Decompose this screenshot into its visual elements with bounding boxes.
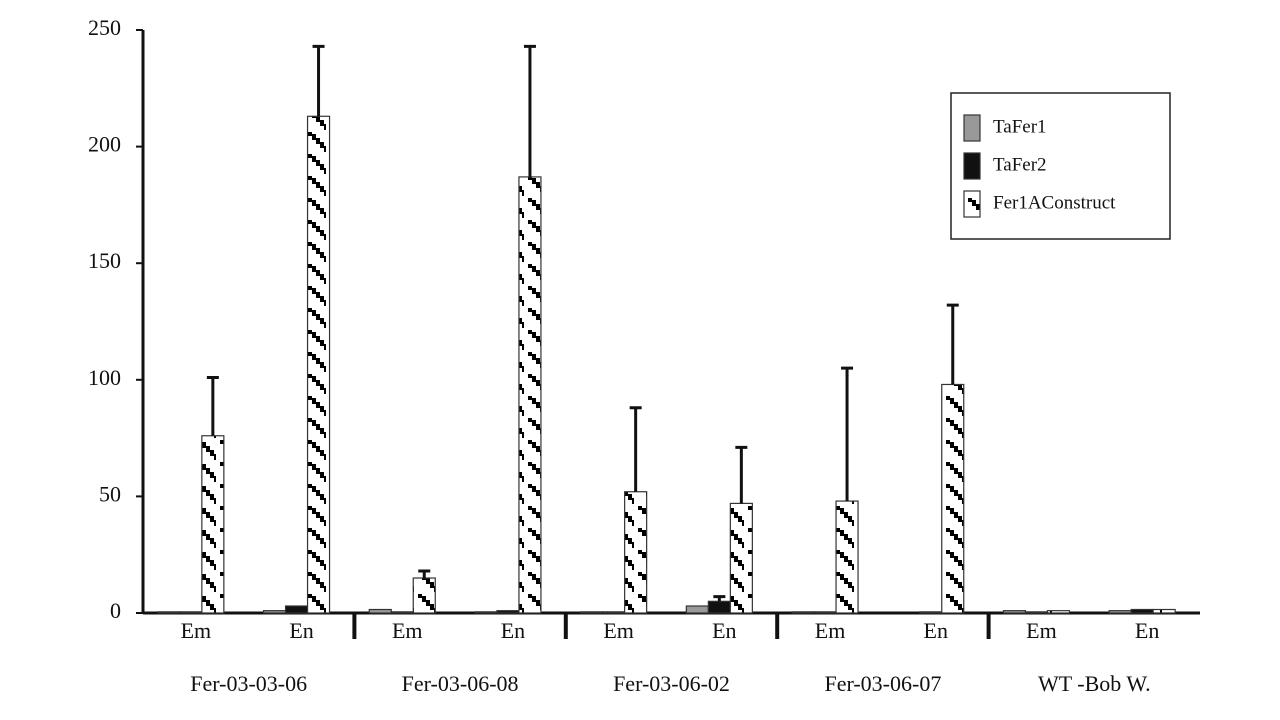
bar xyxy=(580,611,604,614)
y-tick-label: 150 xyxy=(88,248,121,273)
error-bar xyxy=(841,366,854,502)
bar xyxy=(1152,608,1176,614)
error-bar xyxy=(735,445,748,504)
group-label: Fer-03-06-07 xyxy=(824,671,941,696)
error-bar xyxy=(418,569,431,579)
legend-swatch xyxy=(963,114,981,142)
x-tick-label: En xyxy=(289,618,313,643)
y-tick-label: 0 xyxy=(110,598,121,623)
bar xyxy=(685,605,709,614)
bar xyxy=(1002,610,1027,614)
bar xyxy=(157,611,181,614)
x-tick-label: Em xyxy=(392,618,423,643)
bar xyxy=(1024,611,1049,614)
error-bar xyxy=(312,44,325,117)
bar xyxy=(835,500,859,614)
y-tick-label: 50 xyxy=(99,481,121,506)
x-tick-label: Em xyxy=(815,618,846,643)
bar xyxy=(707,600,731,614)
bar xyxy=(1046,610,1071,614)
bar xyxy=(729,502,753,614)
y-tick-label: 200 xyxy=(88,132,121,157)
legend-swatch xyxy=(963,190,981,218)
bar xyxy=(624,491,648,614)
error-bar xyxy=(206,375,219,436)
legend-label: TaFer1 xyxy=(993,116,1047,137)
y-tick-label: 100 xyxy=(88,365,121,390)
legend-swatch xyxy=(963,152,981,180)
bar xyxy=(496,610,520,614)
bar xyxy=(262,610,287,614)
x-tick-label: Em xyxy=(603,618,634,643)
legend-label: TaFer2 xyxy=(993,154,1047,175)
bar xyxy=(390,611,414,614)
bar xyxy=(201,435,225,614)
legend-box xyxy=(950,92,1171,240)
bar xyxy=(791,611,815,614)
bar xyxy=(179,611,203,614)
bar xyxy=(1130,608,1154,614)
bar xyxy=(602,611,626,614)
error-bar xyxy=(523,44,536,177)
y-tick-label: 250 xyxy=(88,15,121,40)
x-tick-label: En xyxy=(712,618,736,643)
x-tick-label: En xyxy=(1135,618,1159,643)
legend-label: Fer1AConstruct xyxy=(993,192,1116,213)
group-label: WT -Bob W. xyxy=(1038,671,1151,696)
group-label: Fer-03-03-06 xyxy=(190,671,307,696)
group-label: Fer-03-06-02 xyxy=(613,671,730,696)
x-tick-label: En xyxy=(501,618,525,643)
x-tick-label: Em xyxy=(181,618,212,643)
bar xyxy=(919,611,943,614)
legend: TaFer1 TaFer2 Fer1AConstruct xyxy=(950,92,1171,240)
error-bar xyxy=(629,406,642,492)
bar xyxy=(941,383,965,614)
bar xyxy=(518,176,542,614)
group-label: Fer-03-06-08 xyxy=(402,671,519,696)
error-bar xyxy=(946,303,959,385)
bar xyxy=(474,611,498,614)
bar xyxy=(1108,610,1132,614)
bar xyxy=(412,577,436,614)
x-tick-label: Em xyxy=(1026,618,1057,643)
bar xyxy=(284,605,309,614)
bar xyxy=(813,611,837,614)
bar xyxy=(368,608,392,614)
error-bar xyxy=(713,595,726,602)
x-tick-label: En xyxy=(924,618,948,643)
bar xyxy=(306,115,331,614)
